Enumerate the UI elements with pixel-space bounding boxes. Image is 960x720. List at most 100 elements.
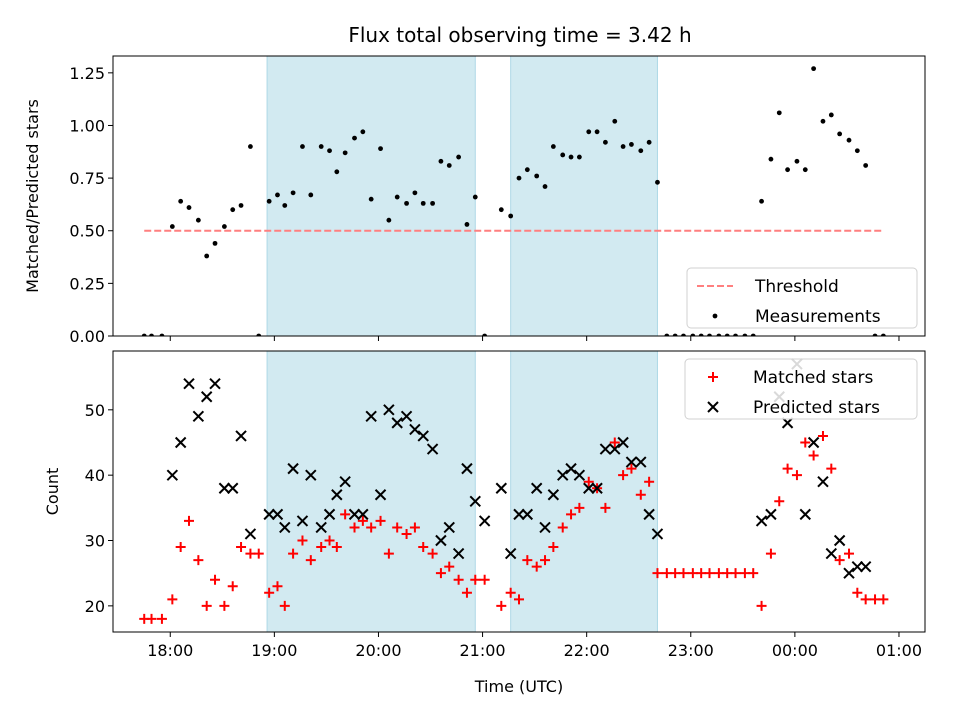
- data-point: [833, 534, 846, 547]
- data-point: [192, 410, 205, 423]
- y-tick-label: 50: [85, 401, 105, 420]
- data-point: [348, 508, 361, 521]
- data-point: [272, 581, 283, 592]
- x-tick-label: 22:00: [564, 641, 610, 660]
- data-point: [547, 489, 560, 501]
- data-point: [583, 476, 594, 487]
- data-point: [651, 528, 664, 540]
- data-point: [522, 555, 533, 566]
- data-point: [282, 203, 288, 208]
- data-point: [524, 167, 530, 173]
- data-point: [472, 194, 478, 200]
- data-point: [178, 198, 184, 204]
- data-point: [296, 515, 309, 527]
- data-point: [383, 548, 394, 559]
- data-point: [400, 410, 413, 423]
- data-point: [794, 158, 800, 164]
- data-point: [542, 184, 548, 189]
- legend: Matched stars Predicted stars: [684, 358, 918, 420]
- y-tick-label: 40: [85, 466, 105, 485]
- legend-label: Threshold: [754, 277, 839, 297]
- data-point: [759, 198, 764, 204]
- data-point: [409, 522, 420, 533]
- bottom-panel: 20 30 40 50 18:00 19:00 20:00 21:00 22:00 23:00 00…: [43, 350, 926, 696]
- data-point: [626, 463, 637, 474]
- data-point: [238, 203, 244, 208]
- data-point: [652, 568, 663, 579]
- data-point: [210, 574, 221, 585]
- y-tick-label: 30: [85, 532, 105, 551]
- data-point: [418, 542, 429, 553]
- data-point: [357, 515, 368, 526]
- data-point: [799, 508, 811, 521]
- data-point: [452, 547, 465, 560]
- x-tick-label: 18:00: [147, 641, 193, 660]
- data-point: [826, 463, 837, 474]
- data-point: [256, 333, 262, 336]
- data-point: [664, 333, 670, 336]
- data-point: [768, 156, 774, 162]
- data-point: [253, 548, 264, 559]
- data-point: [438, 158, 444, 164]
- data-point: [183, 377, 195, 390]
- data-point: [456, 154, 462, 160]
- data-point: [327, 148, 332, 154]
- data-point: [583, 482, 595, 494]
- data-point: [516, 175, 522, 181]
- y-axis-label: Count: [43, 468, 62, 516]
- data-point: [204, 253, 210, 259]
- data-point: [435, 568, 446, 579]
- data-point: [324, 535, 335, 546]
- plot-area: [141, 56, 886, 336]
- data-point: [817, 430, 828, 441]
- data-point: [612, 118, 618, 124]
- data-point: [750, 333, 756, 336]
- data-point: [820, 118, 826, 124]
- data-point: [308, 192, 314, 198]
- data-point: [573, 469, 586, 481]
- legend: Threshold Measurements: [686, 267, 918, 329]
- x-tick-label: 21:00: [460, 641, 506, 660]
- data-point: [859, 560, 872, 573]
- data-point: [266, 198, 272, 204]
- observing-window-1: [510, 351, 658, 632]
- data-point: [401, 528, 412, 539]
- data-point: [678, 568, 689, 579]
- data-point: [600, 502, 611, 513]
- data-point: [531, 561, 542, 572]
- data-point: [186, 205, 192, 210]
- data-point: [521, 508, 534, 521]
- observing-window-0: [267, 56, 476, 336]
- data-point: [681, 333, 686, 336]
- data-point: [141, 333, 147, 336]
- data-point: [620, 144, 626, 149]
- data-point: [264, 587, 275, 598]
- data-point: [808, 450, 819, 461]
- data-point: [646, 139, 652, 145]
- data-point: [404, 200, 409, 206]
- data-point: [212, 240, 218, 246]
- data-point: [730, 568, 741, 579]
- data-point: [643, 508, 655, 521]
- data-point: [828, 112, 834, 118]
- data-point: [495, 482, 508, 494]
- data-point: [183, 515, 194, 526]
- data-point: [227, 581, 238, 592]
- series-measurements: [141, 66, 886, 336]
- data-point: [863, 163, 869, 168]
- data-point: [482, 333, 488, 336]
- data-point: [271, 508, 284, 521]
- data-point: [716, 333, 722, 336]
- data-point: [366, 522, 377, 533]
- data-point: [175, 542, 186, 553]
- data-point: [742, 333, 748, 336]
- data-point: [201, 600, 212, 611]
- data-point: [765, 548, 776, 559]
- data-point: [625, 456, 638, 468]
- legend-marker-swatch: [712, 313, 718, 319]
- data-point: [644, 476, 655, 487]
- data-point: [756, 600, 767, 611]
- series-matched-stars: [139, 430, 889, 624]
- data-point: [704, 568, 715, 579]
- data-point: [478, 515, 491, 527]
